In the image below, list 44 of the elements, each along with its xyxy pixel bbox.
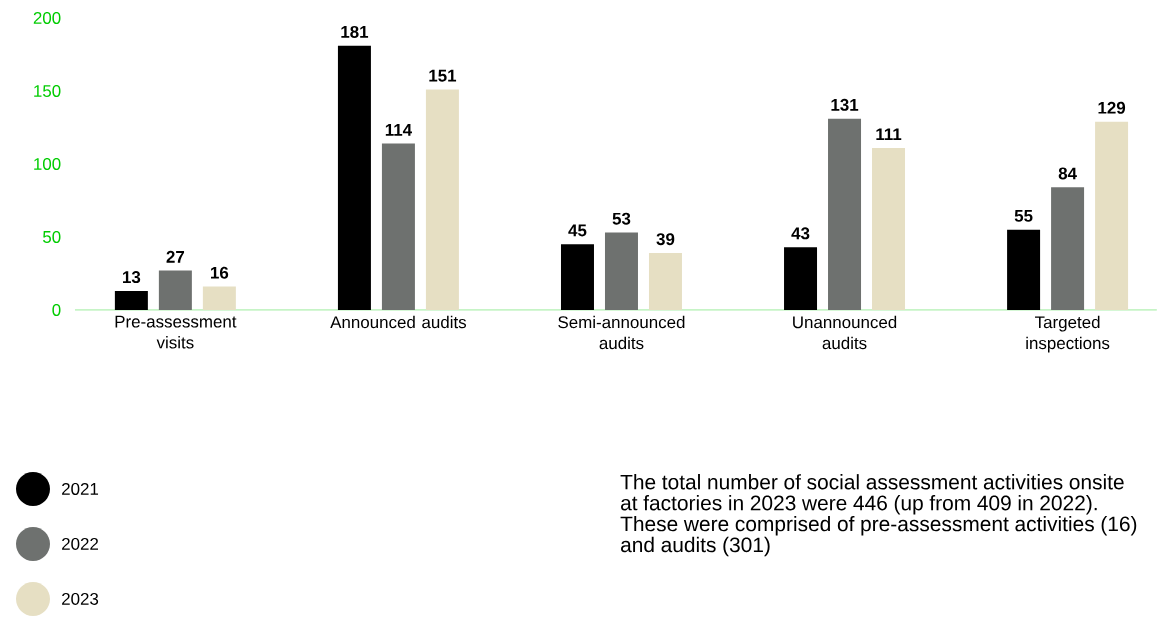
data-label: 84 xyxy=(1058,167,1077,180)
bar xyxy=(1007,229,1041,310)
bar xyxy=(337,45,371,310)
y-tick-label: 0 xyxy=(52,303,61,316)
bar xyxy=(202,286,236,310)
legend-label: 2021 xyxy=(62,482,99,495)
bar xyxy=(560,244,594,310)
bar xyxy=(648,253,682,310)
data-label: 114 xyxy=(385,124,412,136)
bar xyxy=(381,143,415,310)
data-label: 111 xyxy=(876,128,902,141)
data-label: 151 xyxy=(429,69,457,82)
legend-label: 2023 xyxy=(62,592,99,605)
data-label: 27 xyxy=(166,250,185,263)
y-tick-label: 150 xyxy=(34,85,61,98)
data-label: 43 xyxy=(791,227,810,240)
bar xyxy=(784,247,818,310)
y-tick-label: 50 xyxy=(42,231,61,243)
data-label: 181 xyxy=(341,25,369,38)
x-tick-label: Semi-announced audits xyxy=(558,315,685,350)
x-tick-label: Pre-assessment visits xyxy=(115,315,237,349)
y-tick-label: 200 xyxy=(33,12,61,25)
data-label: 131 xyxy=(831,98,859,111)
bar xyxy=(1051,187,1085,310)
y-tick-label: 100 xyxy=(34,158,61,171)
bar xyxy=(425,89,459,310)
x-tick-label: Targeted inspections xyxy=(1026,315,1110,353)
data-label: 45 xyxy=(568,224,587,237)
x-tick-label: Announced audits xyxy=(330,315,467,329)
bar xyxy=(604,232,638,310)
bar xyxy=(872,147,906,310)
bar xyxy=(158,270,192,310)
text: The total number of social assessment activities onsite at factories in 2023 were 446 (up from 409 in 2022). These were comprised of pre-assessment activities (16) and audits (301) xyxy=(620,474,1137,557)
bar xyxy=(1095,121,1129,310)
data-label: 13 xyxy=(123,271,141,284)
data-label: 39 xyxy=(656,233,675,246)
legend-label: 2022 xyxy=(62,537,98,550)
data-label: 16 xyxy=(211,266,229,279)
data-label: 55 xyxy=(1014,210,1033,222)
x-tick-label: Unannounced audits xyxy=(793,315,897,350)
data-label: 129 xyxy=(1098,101,1126,114)
data-label: 53 xyxy=(612,212,631,225)
bar xyxy=(114,291,148,310)
bar xyxy=(828,118,862,310)
